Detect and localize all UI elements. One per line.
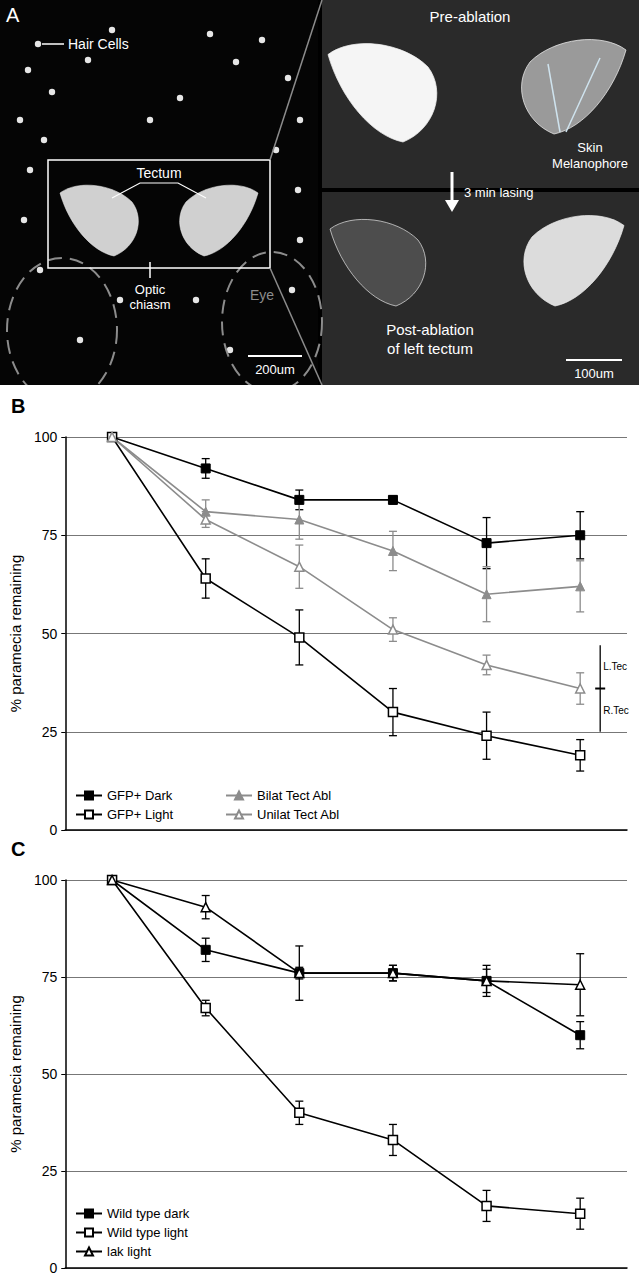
svg-text:GFP+ Dark: GFP+ Dark xyxy=(107,788,173,803)
svg-text:Post-ablation: Post-ablation xyxy=(386,321,474,338)
svg-text:lak light: lak light xyxy=(107,1244,151,1259)
svg-text:Eye: Eye xyxy=(250,287,274,303)
svg-text:Melanophore: Melanophore xyxy=(552,156,628,171)
svg-text:Tectum: Tectum xyxy=(136,165,181,181)
svg-text:Wild type dark: Wild type dark xyxy=(107,1206,190,1221)
svg-text:R.Tec: R.Tec xyxy=(603,705,629,716)
svg-text:50: 50 xyxy=(42,1066,58,1082)
svg-text:L.Tec: L.Tec xyxy=(603,661,627,672)
svg-text:Pre-ablation: Pre-ablation xyxy=(430,8,511,25)
svg-text:25: 25 xyxy=(42,724,58,740)
svg-text:25: 25 xyxy=(42,1163,58,1179)
svg-text:C: C xyxy=(11,838,25,860)
svg-text:Unilat Tect Abl: Unilat Tect Abl xyxy=(257,807,339,822)
svg-text:% paramecia remaining: % paramecia remaining xyxy=(7,555,24,713)
svg-text:0: 0 xyxy=(49,1260,57,1276)
svg-text:100: 100 xyxy=(34,429,58,445)
svg-text:Wild type light: Wild type light xyxy=(107,1225,188,1240)
svg-text:Bilat Tect Abl: Bilat Tect Abl xyxy=(257,788,331,803)
svg-text:200um: 200um xyxy=(255,362,295,377)
svg-text:75: 75 xyxy=(42,969,58,985)
svg-text:B: B xyxy=(11,395,25,417)
svg-text:% paramecia remaining: % paramecia remaining xyxy=(7,995,24,1153)
svg-text:GFP+ Light: GFP+ Light xyxy=(107,807,174,822)
svg-text:50: 50 xyxy=(42,626,58,642)
svg-text:100um: 100um xyxy=(574,366,614,381)
svg-text:100: 100 xyxy=(34,872,58,888)
svg-text:of left tectum: of left tectum xyxy=(387,340,473,357)
svg-text:A: A xyxy=(6,4,20,26)
svg-text:Hair Cells: Hair Cells xyxy=(68,36,129,52)
svg-text:3 min lasing: 3 min lasing xyxy=(464,185,533,200)
svg-text:0: 0 xyxy=(49,822,57,838)
svg-text:chiasm: chiasm xyxy=(129,297,170,312)
svg-text:Optic: Optic xyxy=(135,282,166,297)
svg-text:Skin: Skin xyxy=(577,140,602,155)
svg-text:75: 75 xyxy=(42,527,58,543)
